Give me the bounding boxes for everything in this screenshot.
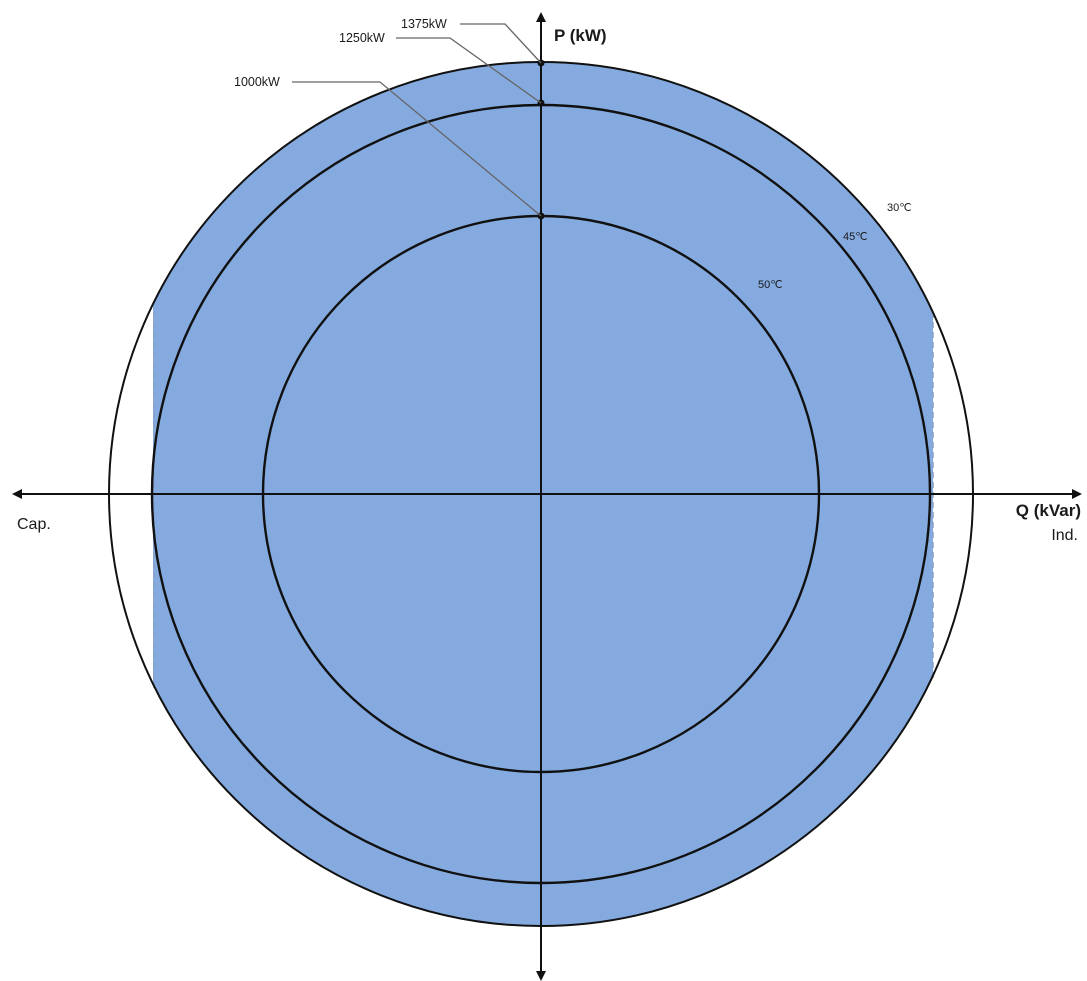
callout-line-1000kw bbox=[292, 81, 542, 217]
right-panel bbox=[933, 268, 1058, 728]
label-45c: 45℃ bbox=[843, 231, 868, 243]
label-1250kw: 1250kW bbox=[339, 31, 385, 45]
callout-line-1250kw bbox=[396, 37, 542, 104]
label-1000kw: 1000kW bbox=[234, 75, 280, 89]
q-axis-title: Q (kVar) bbox=[1016, 501, 1081, 520]
label-50c: 50℃ bbox=[758, 279, 783, 291]
callout-line-1375kw bbox=[460, 23, 542, 64]
label-30c: 30℃ bbox=[887, 202, 912, 214]
left-panel bbox=[28, 268, 153, 728]
label-1375kw: 1375kW bbox=[401, 17, 447, 31]
ind-label: Ind. bbox=[1051, 527, 1078, 544]
cap-label: Cap. bbox=[17, 516, 51, 533]
p-axis-title: P (kW) bbox=[554, 26, 607, 45]
